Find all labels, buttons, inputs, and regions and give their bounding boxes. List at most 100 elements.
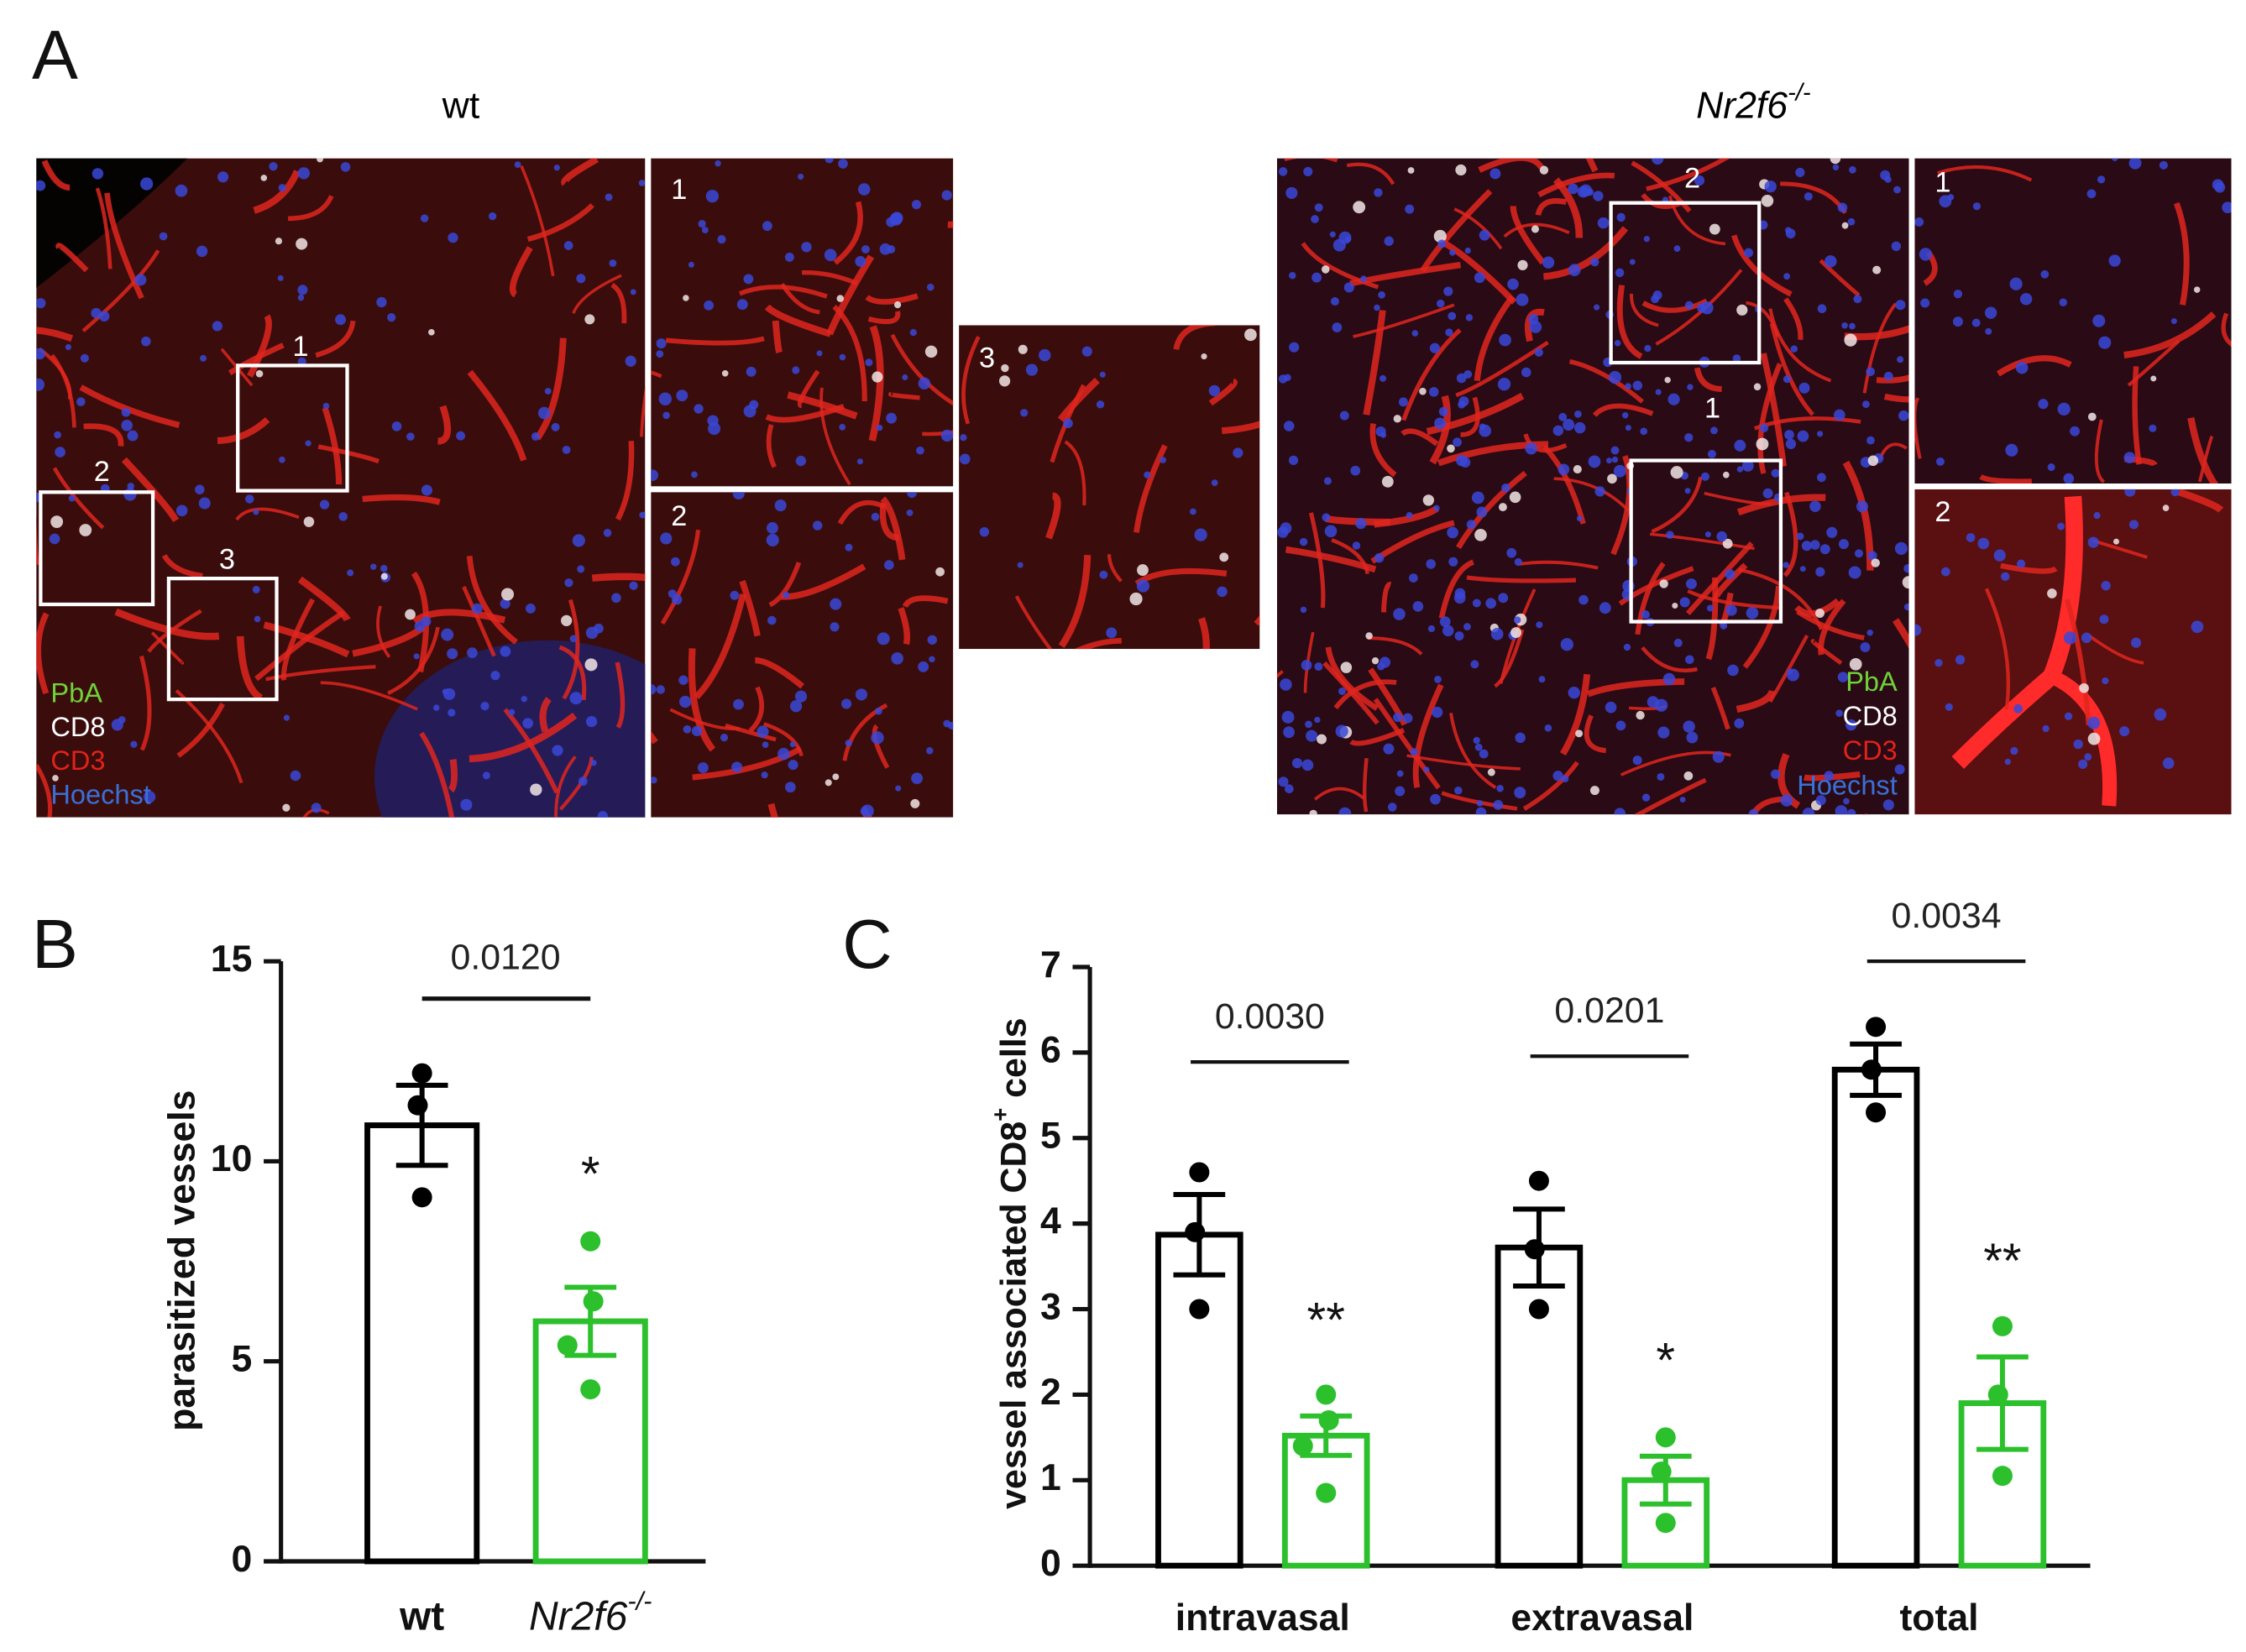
vessel <box>1014 595 1053 650</box>
vessel <box>1208 378 1238 406</box>
nucleus <box>322 402 330 410</box>
nucleus <box>1339 410 1349 421</box>
nucleus <box>705 190 720 203</box>
nucleus <box>1437 299 1445 308</box>
nucleus <box>609 259 617 267</box>
nucleus <box>1300 606 1307 614</box>
vessel <box>437 405 452 445</box>
vessel <box>1057 377 1100 422</box>
nucleus <box>1472 599 1481 608</box>
category-sup: -/- <box>627 1587 652 1616</box>
nucleus <box>501 588 515 601</box>
nucleus <box>1343 282 1354 293</box>
vessel <box>1438 559 1475 620</box>
nucleus <box>1442 625 1454 637</box>
data-point <box>1861 1059 1882 1080</box>
vessel <box>320 681 418 711</box>
nucleus <box>1499 333 1511 347</box>
nucleus <box>1081 346 1092 357</box>
nucleus <box>98 311 110 322</box>
nucleus <box>1734 439 1746 452</box>
nucleus <box>1129 592 1143 606</box>
nucleus <box>1623 643 1631 651</box>
vessel <box>1687 589 1780 610</box>
nucleus <box>824 248 837 262</box>
nucleus <box>2222 201 2232 214</box>
vessel <box>1133 444 1168 533</box>
vessel <box>591 572 646 582</box>
nucleus <box>838 159 848 169</box>
nucleus <box>569 692 583 705</box>
nucleus <box>762 221 772 232</box>
nucleus <box>1350 465 1361 476</box>
nucleus <box>2086 189 2097 199</box>
nucleus <box>467 647 478 658</box>
nucleus <box>530 783 542 796</box>
data-point <box>580 1379 601 1400</box>
nucleus <box>1475 807 1487 815</box>
vessel <box>1401 328 1462 421</box>
nucleus <box>2112 158 2118 162</box>
data-point <box>407 1095 428 1116</box>
vessel <box>1346 162 1395 186</box>
nucleus <box>1826 526 1838 538</box>
panel-letter: C <box>842 907 892 983</box>
vessel <box>765 404 846 423</box>
nucleus <box>488 212 497 221</box>
data-point <box>583 1291 604 1312</box>
nucleus <box>886 412 897 424</box>
nucleus <box>1605 701 1617 714</box>
nucleus <box>1707 449 1717 458</box>
y-tick-label: 0 <box>1040 1543 1061 1584</box>
nucleus <box>55 447 65 457</box>
nucleus <box>1501 483 1510 493</box>
vessel <box>1738 567 1824 630</box>
nucleus <box>269 162 278 171</box>
y-axis-label: vessel associated CD8+ cells <box>987 1018 1034 1509</box>
nucleus <box>340 162 351 172</box>
nucleus <box>36 348 46 360</box>
nucleus <box>1832 164 1840 170</box>
nucleus <box>798 173 804 180</box>
data-point <box>1992 1466 2013 1487</box>
vessel <box>1325 646 1379 711</box>
vessel <box>1222 421 1260 434</box>
nucleus <box>1815 795 1826 806</box>
nucleus <box>1434 675 1442 683</box>
vessel <box>302 808 330 818</box>
vessel <box>826 254 875 336</box>
nucleus <box>1614 340 1621 347</box>
nucleus <box>1709 223 1720 235</box>
vessel <box>2132 366 2142 465</box>
region-label: 1 <box>671 174 687 206</box>
nucleus <box>1784 430 1794 440</box>
nucleus <box>1837 672 1849 682</box>
nucleus <box>1402 713 1413 724</box>
nucleus <box>442 688 448 695</box>
nucleus <box>525 603 536 614</box>
region-label: 3 <box>219 544 235 576</box>
nucleus <box>1517 259 1528 271</box>
nucleus <box>2193 286 2201 293</box>
vessel <box>1584 714 1607 754</box>
nucleus <box>1194 528 1207 541</box>
nucleus <box>553 165 560 171</box>
nucleus <box>1903 603 1909 611</box>
nucleus <box>1722 471 1730 478</box>
nucleus <box>283 714 290 721</box>
nucleus <box>1798 382 1810 394</box>
vessel <box>1892 618 1909 649</box>
nucleus <box>1641 793 1651 802</box>
vessel <box>161 553 203 579</box>
vessel <box>1631 160 1692 213</box>
nucleus <box>1679 797 1686 803</box>
nucleus <box>278 184 286 192</box>
nucleus <box>311 802 322 813</box>
nucleus <box>941 190 952 201</box>
nucleus <box>1860 642 1871 652</box>
nucleus <box>1291 757 1303 769</box>
nucleus <box>603 529 612 537</box>
y-tick-label: 10 <box>211 1138 253 1179</box>
nucleus <box>1448 311 1457 321</box>
